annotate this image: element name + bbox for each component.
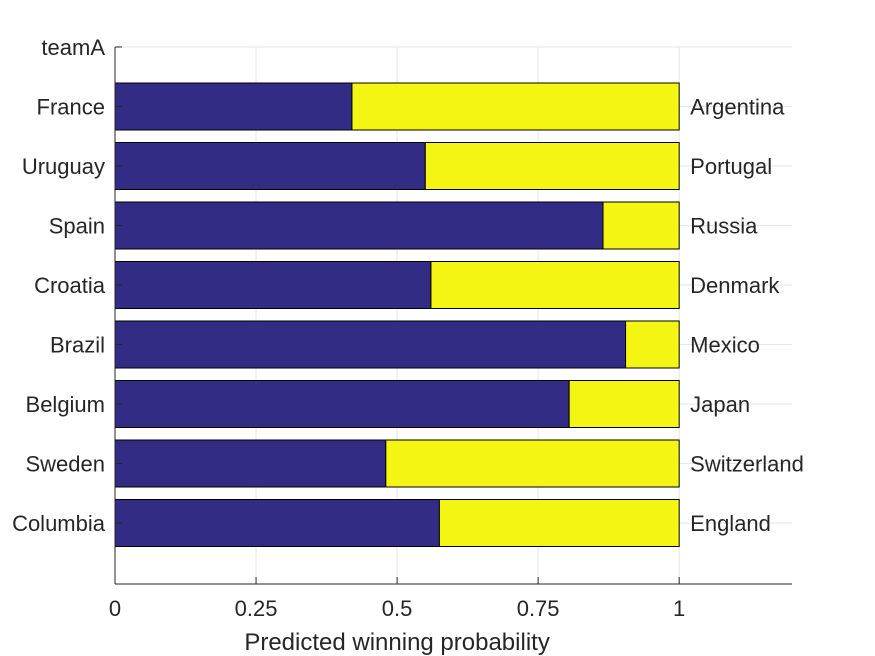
x-tick-label: 0.75 <box>517 596 560 621</box>
y-tick-label: Croatia <box>34 273 106 298</box>
x-tick-label: 1 <box>673 596 685 621</box>
y-tick-label: Belgium <box>26 392 105 417</box>
x-tick-label: 0.5 <box>382 596 413 621</box>
bar-teamA-columbia <box>114 499 440 547</box>
bar-teamB-sweden <box>385 439 680 488</box>
bar-teamB-spain <box>602 201 680 250</box>
y-tick-label: France <box>37 95 105 120</box>
bar-teamA-uruguay <box>114 142 426 190</box>
bar-teamA-sweden <box>114 439 387 488</box>
right-team-label: Denmark <box>690 273 780 298</box>
bar-teamA-belgium <box>114 380 570 428</box>
right-team-label: Japan <box>690 392 750 417</box>
bar-teamB-brazil <box>625 320 680 369</box>
axes <box>114 46 792 585</box>
bar-teamB-columbia <box>438 499 680 547</box>
y-tick-label: Brazil <box>50 333 105 358</box>
y-tick-label: Uruguay <box>22 154 105 179</box>
right-team-label: Mexico <box>690 333 760 358</box>
bar-teamA-brazil <box>114 320 627 369</box>
y-tick-label: Spain <box>49 214 105 239</box>
bar-teamA-spain <box>114 201 604 250</box>
bar-teamA-croatia <box>114 261 432 309</box>
right-team-label: England <box>690 511 771 536</box>
right-team-label: Switzerland <box>690 452 804 477</box>
right-team-label: Portugal <box>690 154 772 179</box>
x-tick-label: 0.25 <box>235 596 278 621</box>
bars <box>114 82 680 547</box>
y-tick-label: Columbia <box>12 511 106 536</box>
right-team-label: Russia <box>690 214 758 239</box>
y-tick-label-header: teamA <box>41 35 105 60</box>
bar-teamB-croatia <box>430 261 680 309</box>
bar-teamB-belgium <box>568 380 680 428</box>
x-tick-label: 0 <box>109 596 121 621</box>
bar-teamB-france <box>351 82 680 131</box>
bar-teamA-france <box>114 82 353 131</box>
y-tick-label: Sweden <box>25 452 105 477</box>
x-axis-title: Predicted winning probability <box>244 629 550 656</box>
labels: 0 0.25 0.5 0.75 1 teamA France Uruguay Spain Croa… <box>12 35 804 621</box>
bar-teamB-uruguay <box>424 142 680 190</box>
right-team-label: Argentina <box>690 95 785 120</box>
